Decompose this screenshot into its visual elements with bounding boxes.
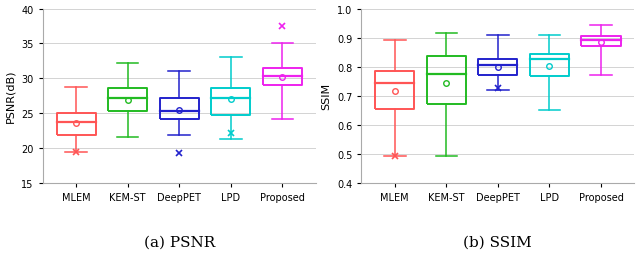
- Text: (b) SSIM: (b) SSIM: [463, 235, 532, 249]
- Y-axis label: PSNR(dB): PSNR(dB): [6, 70, 15, 123]
- Y-axis label: SSIM: SSIM: [321, 83, 332, 110]
- Text: (a) PSNR: (a) PSNR: [143, 235, 215, 249]
